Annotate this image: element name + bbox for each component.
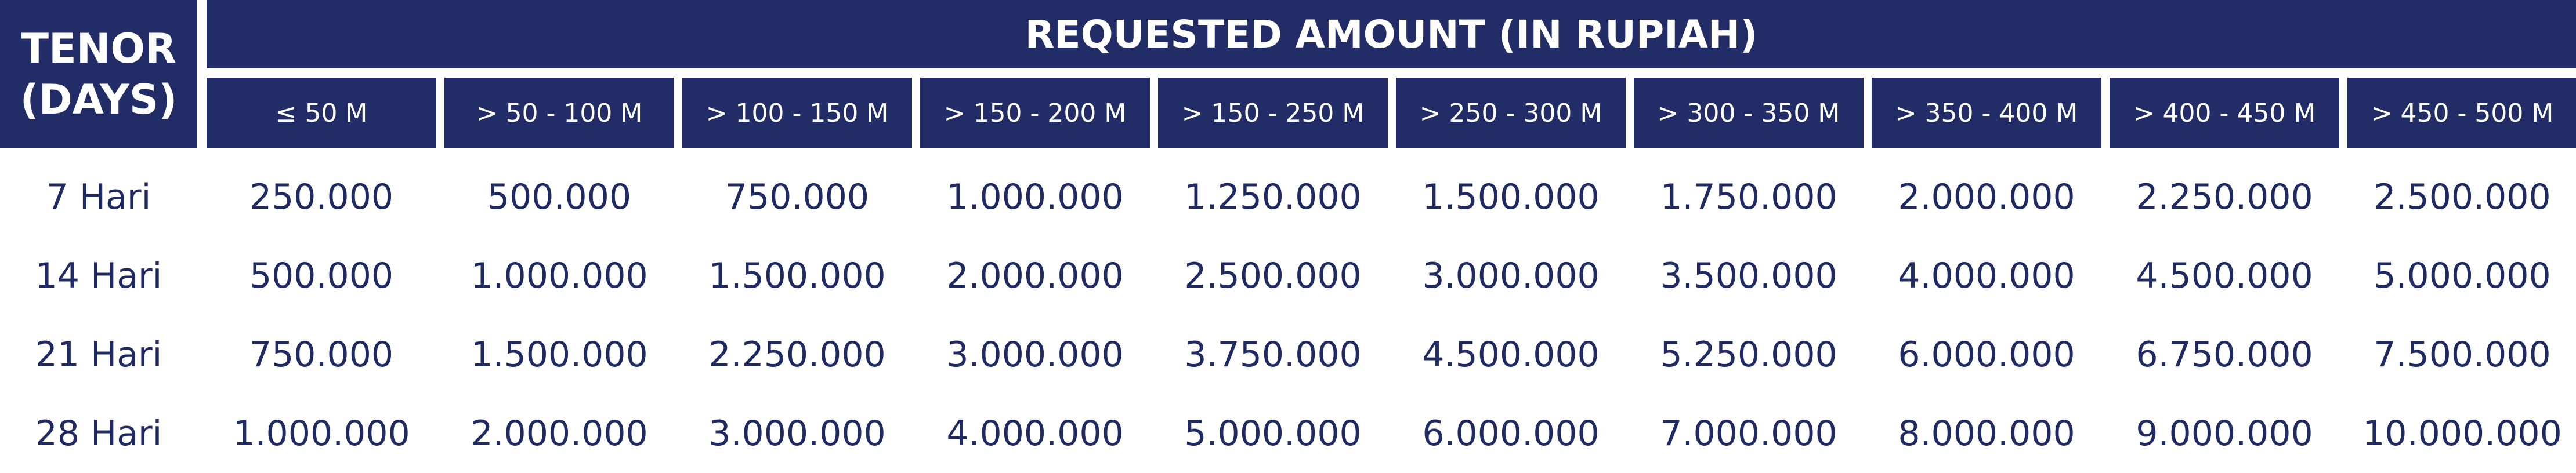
amount-cell: 1.000.000	[471, 256, 648, 296]
tenor-header-line1: TENOR	[21, 25, 176, 72]
tenor-cell: 21 Hari	[35, 334, 162, 375]
amount-cell: 500.000	[249, 256, 394, 296]
amount-cell: 4.500.000	[2136, 256, 2313, 296]
tenor-cell: 28 Hari	[35, 413, 162, 454]
amount-cell: 8.000.000	[1898, 413, 2075, 454]
amount-cell: 4.500.000	[1422, 334, 1600, 375]
amount-range-header-row: ≤ 50 M > 50 - 100 M > 100 - 150 M > 150 - 2…	[207, 78, 2576, 148]
amount-cell: 1.250.000	[1184, 177, 1362, 217]
requested-amount-title: REQUESTED AMOUNT (IN RUPIAH)	[1025, 12, 1758, 57]
amount-cell: 6.000.000	[1422, 413, 1600, 454]
amount-cell: 1.500.000	[471, 334, 648, 375]
table-row: 7 Hari 250.000 500.000 750.000 1.000.000 1.25…	[0, 158, 2576, 237]
amount-cell: 6.750.000	[2136, 334, 2313, 375]
amount-range-header: > 400 - 450 M	[2110, 78, 2339, 148]
amount-range-header: > 150 - 200 M	[920, 78, 1150, 148]
amount-cell: 5.000.000	[2374, 256, 2551, 296]
amount-cell: 3.000.000	[946, 334, 1124, 375]
amount-cell: 2.000.000	[471, 413, 648, 454]
amount-range-header: > 50 - 100 M	[444, 78, 674, 148]
amount-cell: 2.500.000	[2374, 177, 2551, 217]
amount-range-header: > 350 - 400 M	[1872, 78, 2101, 148]
amount-cell: 2.250.000	[2136, 177, 2313, 217]
amount-cell: 5.000.000	[1184, 413, 1362, 454]
requested-amount-header: REQUESTED AMOUNT (IN RUPIAH)	[207, 0, 2576, 68]
table-row: 21 Hari 750.000 1.500.000 2.250.000 3.000.00…	[0, 315, 2576, 394]
tenor-cell: 7 Hari	[46, 177, 151, 217]
tenor-cell: 14 Hari	[35, 256, 162, 296]
amount-cell: 1.500.000	[1422, 177, 1600, 217]
amount-cell: 1.500.000	[708, 256, 886, 296]
amount-cell: 1.000.000	[946, 177, 1124, 217]
amount-range-header: > 100 - 150 M	[682, 78, 912, 148]
amount-cell: 3.750.000	[1184, 334, 1362, 375]
amount-cell: 250.000	[249, 177, 394, 217]
table-body: 7 Hari 250.000 500.000 750.000 1.000.000 1.25…	[0, 158, 2576, 473]
amount-cell: 10.000.000	[2362, 413, 2562, 454]
amount-cell: 4.000.000	[946, 413, 1124, 454]
amount-cell: 2.000.000	[1898, 177, 2075, 217]
amount-cell: 4.000.000	[1898, 256, 2075, 296]
amount-cell: 750.000	[725, 177, 870, 217]
amount-cell: 3.000.000	[708, 413, 886, 454]
amount-range-header: > 250 - 300 M	[1396, 78, 1626, 148]
amount-cell: 2.250.000	[708, 334, 886, 375]
amount-cell: 2.500.000	[1184, 256, 1362, 296]
table-row: 28 Hari 1.000.000 2.000.000 3.000.000 4.000.…	[0, 394, 2576, 473]
amount-cell: 3.500.000	[1660, 256, 1837, 296]
amount-cell: 3.000.000	[1422, 256, 1600, 296]
tenor-header-line2: (DAYS)	[20, 76, 178, 123]
amount-range-header: > 450 - 500 M	[2347, 78, 2576, 148]
amount-range-header: ≤ 50 M	[207, 78, 436, 148]
amount-cell: 500.000	[487, 177, 632, 217]
tenor-header: TENOR (DAYS)	[0, 0, 197, 148]
table-row: 14 Hari 500.000 1.000.000 1.500.000 2.000.00…	[0, 237, 2576, 315]
amount-cell: 2.000.000	[946, 256, 1124, 296]
amount-range-header: > 300 - 350 M	[1634, 78, 1864, 148]
amount-range-header: > 150 - 250 M	[1158, 78, 1388, 148]
amount-cell: 1.750.000	[1660, 177, 1837, 217]
amount-cell: 6.000.000	[1898, 334, 2075, 375]
amount-cell: 5.250.000	[1660, 334, 1837, 375]
amount-cell: 7.000.000	[1660, 413, 1837, 454]
amount-cell: 9.000.000	[2136, 413, 2313, 454]
amount-cell: 7.500.000	[2374, 334, 2551, 375]
amount-cell: 1.000.000	[233, 413, 410, 454]
amount-cell: 750.000	[249, 334, 394, 375]
